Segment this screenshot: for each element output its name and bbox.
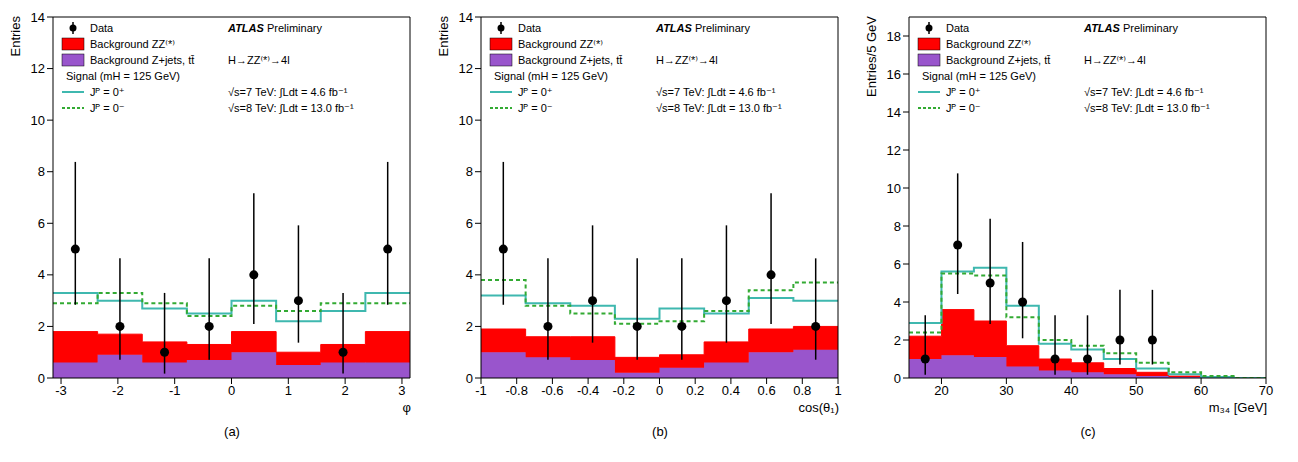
html-text:H→ZZ⁽*⁾→4l: H→ZZ⁽*⁾→4l	[228, 54, 290, 66]
svg-text:-3: -3	[55, 383, 67, 398]
html-text:Background Z+jets, tt̄: Background Z+jets, tt̄	[946, 54, 1051, 66]
svg-text:12: 12	[31, 61, 45, 76]
svg-text:2: 2	[894, 333, 901, 348]
html-text:Background ZZ⁽*⁾: Background ZZ⁽*⁾	[518, 38, 603, 50]
svg-text:-0.6: -0.6	[541, 383, 563, 398]
html-text:Signal (mH = 125 GeV): Signal (mH = 125 GeV)	[494, 70, 608, 82]
svg-text:0: 0	[894, 371, 901, 386]
html-text:√s=7 TeV: ∫Ldt = 4.6 fb⁻¹: √s=7 TeV: ∫Ldt = 4.6 fb⁻¹	[1084, 86, 1204, 98]
svg-text:3: 3	[398, 383, 405, 398]
svg-text:6: 6	[894, 257, 901, 272]
svg-text:20: 20	[934, 383, 948, 398]
svg-text:6: 6	[38, 216, 45, 231]
svg-text:1: 1	[834, 383, 841, 398]
svg-text:14: 14	[887, 105, 901, 120]
svg-text:0: 0	[466, 371, 473, 386]
svg-text:18: 18	[887, 29, 901, 44]
svg-text:12: 12	[459, 61, 473, 76]
svg-text:60: 60	[1194, 383, 1208, 398]
svg-text:0: 0	[228, 383, 235, 398]
svg-text:-0.2: -0.2	[613, 383, 635, 398]
html-text:Background Z+jets, tt̄: Background Z+jets, tt̄	[90, 54, 195, 66]
svg-text:8: 8	[894, 219, 901, 234]
svg-text:4: 4	[466, 267, 473, 282]
html-text:Jᴾ = 0⁻: Jᴾ = 0⁻	[518, 102, 553, 114]
svg-text:-0.4: -0.4	[577, 383, 599, 398]
html-text:H→ZZ⁽*⁾→4l: H→ZZ⁽*⁾→4l	[1084, 54, 1146, 66]
html-text:(a): (a)	[224, 424, 240, 439]
svg-text:0.8: 0.8	[793, 383, 811, 398]
svg-text:-2: -2	[112, 383, 124, 398]
svg-text:10: 10	[887, 181, 901, 196]
svg-text:2: 2	[38, 319, 45, 334]
html-text:φ: φ	[402, 400, 411, 415]
html-text:√s=8 TeV: ∫Ldt = 13.0 fb⁻¹: √s=8 TeV: ∫Ldt = 13.0 fb⁻¹	[656, 102, 782, 114]
html-text:m₃₄ [GeV]: m₃₄ [GeV]	[1208, 400, 1267, 415]
svg-text:6: 6	[466, 216, 473, 231]
html-text:Jᴾ = 0⁻: Jᴾ = 0⁻	[90, 102, 125, 114]
svg-text:4: 4	[38, 267, 45, 282]
svg-text:4: 4	[894, 295, 901, 310]
html-text:√s=8 TeV: ∫Ldt = 13.0 fb⁻¹: √s=8 TeV: ∫Ldt = 13.0 fb⁻¹	[228, 102, 354, 114]
html-text:cos(θ₁): cos(θ₁)	[798, 400, 839, 415]
html-text:√s=7 TeV: ∫Ldt = 4.6 fb⁻¹: √s=7 TeV: ∫Ldt = 4.6 fb⁻¹	[656, 86, 776, 98]
html-text:Jᴾ = 0⁻: Jᴾ = 0⁻	[946, 102, 981, 114]
html-text:H→ZZ⁽*⁾→4l: H→ZZ⁽*⁾→4l	[656, 54, 718, 66]
html-text:Data: Data	[90, 22, 114, 34]
svg-text:8: 8	[466, 164, 473, 179]
html-text:Background ZZ⁽*⁾: Background ZZ⁽*⁾	[946, 38, 1031, 50]
html-text:√s=8 TeV: ∫Ldt = 13.0 fb⁻¹: √s=8 TeV: ∫Ldt = 13.0 fb⁻¹	[1084, 102, 1210, 114]
html-text:ATLAS Preliminary: ATLAS Preliminary	[1084, 22, 1178, 34]
html-text:ATLAS Preliminary: ATLAS Preliminary	[228, 22, 322, 34]
svg-text:0.4: 0.4	[722, 383, 740, 398]
svg-text:50: 50	[1129, 383, 1143, 398]
html-text:Data: Data	[946, 22, 970, 34]
html-text:Background Z+jets, tt̄: Background Z+jets, tt̄	[518, 54, 623, 66]
html-text:Background ZZ⁽*⁾: Background ZZ⁽*⁾	[90, 38, 175, 50]
html-text:Data: Data	[518, 22, 542, 34]
svg-text:1: 1	[285, 383, 292, 398]
svg-text:10: 10	[31, 113, 45, 128]
html-text:Entries: Entries	[436, 16, 451, 57]
svg-text:-0.8: -0.8	[505, 383, 527, 398]
html-text:Signal (mH = 125 GeV): Signal (mH = 125 GeV)	[922, 70, 1036, 82]
svg-text:0: 0	[656, 383, 663, 398]
svg-text:8: 8	[38, 164, 45, 179]
html-text:Jᴾ = 0⁺: Jᴾ = 0⁺	[90, 86, 125, 98]
svg-text:2: 2	[342, 383, 349, 398]
svg-text:2: 2	[466, 319, 473, 334]
html-text:Jᴾ = 0⁺: Jᴾ = 0⁺	[518, 86, 553, 98]
svg-text:10: 10	[459, 113, 473, 128]
svg-text:70: 70	[1259, 383, 1273, 398]
svg-text:14: 14	[31, 10, 45, 25]
svg-text:16: 16	[887, 67, 901, 82]
svg-text:30: 30	[999, 383, 1013, 398]
html-text:Jᴾ = 0⁺: Jᴾ = 0⁺	[946, 86, 981, 98]
svg-text:14: 14	[459, 10, 473, 25]
html-text:ATLAS Preliminary: ATLAS Preliminary	[656, 22, 750, 34]
svg-text:0: 0	[38, 371, 45, 386]
html-text:Entries/5 GeV: Entries/5 GeV	[864, 16, 879, 97]
html-text:(b): (b)	[652, 424, 668, 439]
svg-text:0.2: 0.2	[686, 383, 704, 398]
html-text:√s=7 TeV: ∫Ldt = 4.6 fb⁻¹: √s=7 TeV: ∫Ldt = 4.6 fb⁻¹	[228, 86, 348, 98]
html-text:Entries: Entries	[8, 16, 23, 57]
html-text:Signal (mH = 125 GeV): Signal (mH = 125 GeV)	[66, 70, 180, 82]
html-text:(c): (c)	[1080, 424, 1096, 439]
svg-text:0.6: 0.6	[758, 383, 776, 398]
svg-text:12: 12	[887, 143, 901, 158]
svg-text:40: 40	[1064, 383, 1078, 398]
svg-text:-1: -1	[475, 383, 487, 398]
svg-text:-1: -1	[169, 383, 181, 398]
